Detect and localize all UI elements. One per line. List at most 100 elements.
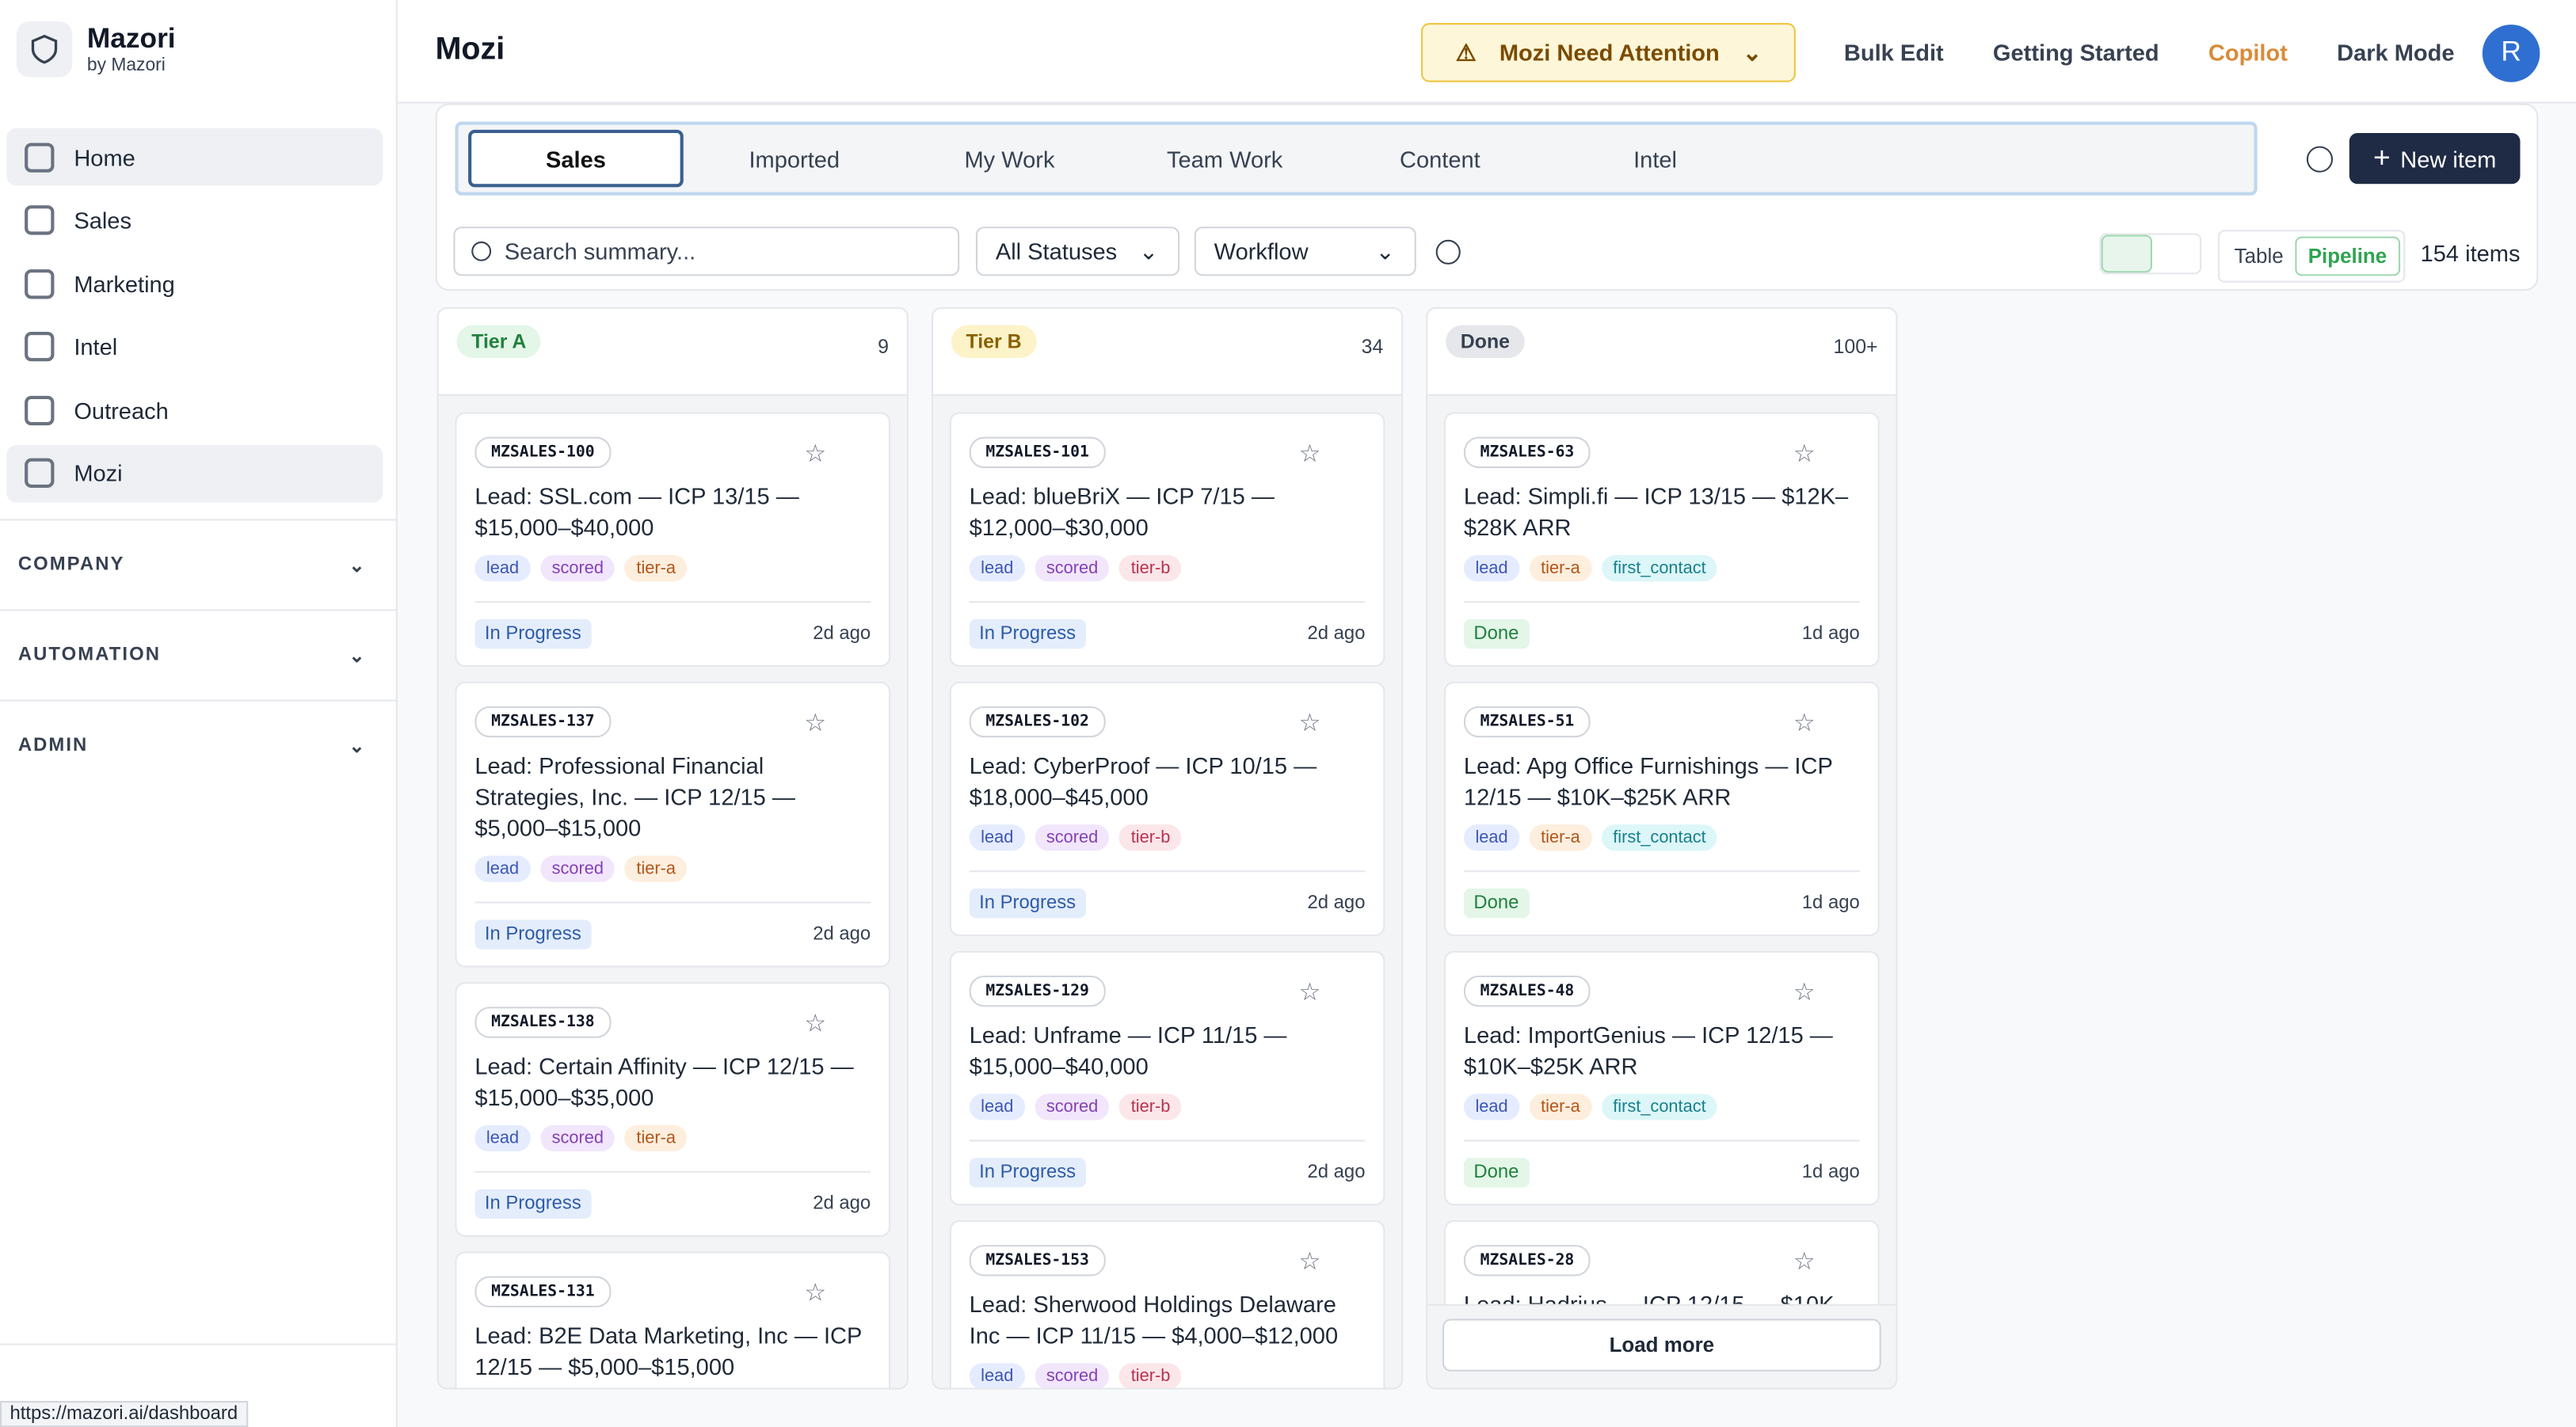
sidebar: Mazori by Mazori Home Sales Marketing Intel Ou…	[0, 0, 398, 1427]
star-button[interactable]: ☆	[804, 440, 827, 469]
plus-icon: +	[2373, 141, 2391, 174]
status-badge: In Progress	[474, 919, 592, 949]
view-option[interactable]: Table	[2234, 245, 2284, 268]
item-card[interactable]: MZSALES-153 ☆ Lead: Sherwood Holdings Dela…	[949, 1220, 1385, 1388]
tag: lead	[969, 555, 1025, 582]
item-card[interactable]: MZSALES-129 ☆ Lead: Unframe — ICP 11/15 — …	[949, 950, 1385, 1206]
grid-view[interactable]	[2101, 234, 2152, 273]
attention-button[interactable]: ⚠ Mozi Need Attention ⌄	[1421, 23, 1797, 82]
tag-list: lead scored tier-a	[474, 1124, 871, 1151]
status-badge: Done	[1463, 1158, 1529, 1188]
item-title: Lead: B2E Data Marketing, Inc — ICP 12/1…	[474, 1322, 862, 1380]
tab[interactable]: Team Work	[1166, 145, 1283, 172]
updated-time: 2d ago	[1307, 1163, 1366, 1183]
star-button[interactable]: ☆	[1298, 440, 1321, 469]
star-button[interactable]: ☆	[1298, 1248, 1321, 1277]
nav-section[interactable]: AUTOMATION ⌄	[0, 609, 396, 698]
avatar[interactable]: R	[2482, 24, 2540, 82]
brand[interactable]: Mazori by Mazori	[16, 21, 176, 78]
list-view[interactable]	[2152, 235, 2200, 273]
card-footer: In Progress 2d ago	[474, 901, 871, 949]
tag: tier-b	[1119, 1094, 1182, 1121]
card-footer: Done 1d ago	[1463, 1140, 1860, 1188]
tag: lead	[474, 855, 531, 882]
star-button[interactable]: ☆	[1793, 440, 1816, 469]
nav-item[interactable]: Outreach	[6, 381, 383, 439]
tag: scored	[540, 1124, 615, 1151]
nav-item[interactable]: Marketing	[6, 254, 383, 312]
item-card[interactable]: MZSALES-137 ☆ Lead: Professional Financial…	[455, 681, 891, 968]
star-button[interactable]: ☆	[804, 1010, 827, 1038]
tag: lead	[1463, 824, 1520, 851]
tag-list: lead tier-a first_contact	[1463, 555, 1860, 582]
tab[interactable]: Imported	[749, 145, 840, 172]
nav-section[interactable]: ADMIN ⌄	[0, 699, 396, 789]
updated-time: 2d ago	[1307, 893, 1366, 914]
info-icon[interactable]	[2306, 146, 2334, 173]
star-button[interactable]: ☆	[804, 709, 827, 738]
status-url: https://mazori.ai/dashboard	[0, 1401, 248, 1427]
star-button[interactable]: ☆	[1793, 1248, 1816, 1277]
updated-time: 1d ago	[1801, 624, 1860, 645]
header-action[interactable]: Bulk Edit	[1843, 39, 1944, 66]
attention-label: Mozi Need Attention	[1499, 39, 1720, 66]
nav-item[interactable]: Home	[6, 127, 383, 186]
star-button[interactable]: ☆	[1298, 709, 1321, 738]
toolbar-panel: Sales Imported My Work Team Work Content Inte…	[435, 103, 2539, 291]
search-input[interactable]: Search summary...	[453, 226, 960, 276]
tag: tier-a	[1529, 555, 1592, 582]
header-action[interactable]: Copilot	[2208, 39, 2288, 66]
nav-icon	[25, 394, 55, 425]
view-switch: Table Pipeline	[2217, 230, 2405, 283]
tab[interactable]: Sales	[468, 129, 684, 188]
header-action[interactable]: Dark Mode	[2337, 39, 2455, 66]
item-card[interactable]: MZSALES-131 ☆ Lead: B2E Data Marketing, In…	[455, 1251, 891, 1388]
chevron: ⌄	[1375, 237, 1395, 264]
tab[interactable]: My Work	[964, 145, 1055, 172]
pipeline-column: Tier B 34 MZSALES-101 ☆ Lead: blueBriX — ICP…	[931, 306, 1404, 1390]
item-card[interactable]: MZSALES-100 ☆ Lead: SSL.com — ICP 13/15 — …	[455, 412, 891, 668]
item-card[interactable]: MZSALES-138 ☆ Lead: Certain Affinity — ICP…	[455, 982, 891, 1237]
tag: scored	[1035, 1094, 1110, 1121]
card-footer: Done 1d ago	[1463, 870, 1860, 919]
star-button[interactable]: ☆	[1298, 979, 1321, 1007]
tab[interactable]: Intel	[1633, 145, 1678, 172]
card-list: MZSALES-63 ☆ Lead: Simpli.fi — ICP 13/15 —…	[1427, 409, 1896, 1357]
card-list: MZSALES-101 ☆ Lead: blueBriX — ICP 7/15 — …	[933, 409, 1401, 1388]
header-actions: ⚠ Mozi Need Attention ⌄ Bulk Edit Getting St…	[1421, 23, 2540, 82]
star-button[interactable]: ☆	[1793, 709, 1816, 738]
nav-section[interactable]: COMPANY ⌄	[0, 519, 396, 607]
nav-item[interactable]: Intel	[6, 318, 383, 375]
nav-item[interactable]: Sales	[6, 192, 383, 249]
nav-item[interactable]: Mozi	[6, 444, 383, 502]
star-button[interactable]: ☆	[1793, 979, 1816, 1007]
new-item-button[interactable]: + New item	[2349, 132, 2521, 185]
updated-time: 1d ago	[1801, 1163, 1860, 1183]
status-filter[interactable]: All Statuses ⌄	[975, 226, 1180, 276]
column-label: Tier B	[951, 325, 1037, 359]
shield-icon	[31, 34, 58, 64]
tag: scored	[1035, 1363, 1110, 1388]
item-card[interactable]: MZSALES-51 ☆ Lead: Apg Office Furnishings …	[1444, 681, 1880, 937]
status-badge: In Progress	[969, 618, 1086, 649]
item-count: 154 items	[2420, 239, 2521, 266]
item-card[interactable]: MZSALES-48 ☆ Lead: ImportGenius — ICP 12/1…	[1444, 950, 1880, 1206]
load-more-button[interactable]: Load more	[1442, 1319, 1881, 1372]
header-action[interactable]: Getting Started	[1992, 39, 2159, 66]
item-title: Lead: SSL.com — ICP 13/15 — $15,000–$40,…	[474, 482, 799, 541]
item-id: MZSALES-137	[474, 706, 612, 738]
item-card[interactable]: MZSALES-102 ☆ Lead: CyberProof — ICP 10/15…	[949, 681, 1385, 937]
card-footer: In Progress 2d ago	[969, 601, 1366, 649]
nav-label: Marketing	[74, 270, 175, 297]
view-option[interactable]: Pipeline	[2295, 236, 2400, 276]
help-icon[interactable]	[1435, 239, 1461, 264]
workflow-filter[interactable]: Workflow ⌄	[1194, 226, 1416, 276]
tag: tier-a	[624, 555, 688, 582]
tag-list: lead tier-a first_contact	[1463, 824, 1860, 851]
star-button[interactable]: ☆	[804, 1279, 827, 1307]
item-card[interactable]: MZSALES-63 ☆ Lead: Simpli.fi — ICP 13/15 —…	[1444, 412, 1880, 668]
item-card[interactable]: MZSALES-101 ☆ Lead: blueBriX — ICP 7/15 — …	[949, 412, 1385, 668]
item-id: MZSALES-100	[474, 436, 612, 469]
updated-time: 1d ago	[1801, 893, 1860, 914]
tab[interactable]: Content	[1399, 145, 1480, 172]
